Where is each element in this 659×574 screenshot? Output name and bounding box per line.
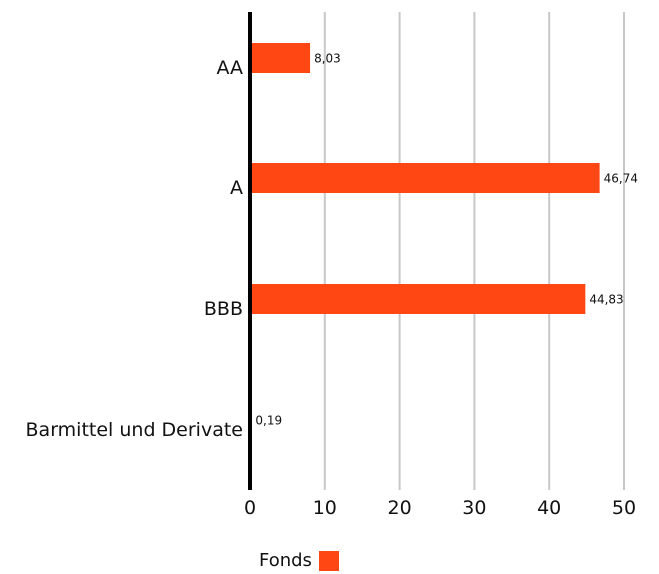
bar-bbb	[250, 284, 586, 314]
category-label-aa: AA	[216, 57, 243, 79]
x-tick-label-40: 40	[537, 497, 561, 519]
value-label-bbb: 44,83	[589, 293, 623, 307]
x-tick-label-20: 20	[388, 497, 412, 519]
category-label-a: A	[230, 177, 243, 199]
value-label-a: 46,74	[604, 172, 638, 186]
x-tick-label-30: 30	[462, 497, 486, 519]
bars	[250, 43, 600, 435]
x-tick-labels: 0 10 20 30 40 50	[244, 497, 636, 519]
value-labels: 8,03 46,74 44,83 0,19	[255, 52, 638, 428]
category-label-bbb: BBB	[204, 298, 243, 320]
category-label-barmittel-und-derivate: Barmittel und Derivate	[26, 419, 243, 441]
bar-a	[250, 163, 600, 193]
x-tick-label-10: 10	[313, 497, 337, 519]
grid-lines	[323, 12, 625, 490]
legend-label-fonds: Fonds	[259, 550, 312, 571]
bar-aa	[250, 43, 311, 73]
legend-swatch-fonds	[318, 550, 339, 571]
x-tick-label-0: 0	[244, 497, 256, 519]
x-tick-label-50: 50	[612, 497, 636, 519]
value-label-barmittel-und-derivate: 0,19	[255, 414, 282, 428]
legend: Fonds	[259, 550, 339, 571]
value-label-aa: 8,03	[314, 52, 341, 66]
